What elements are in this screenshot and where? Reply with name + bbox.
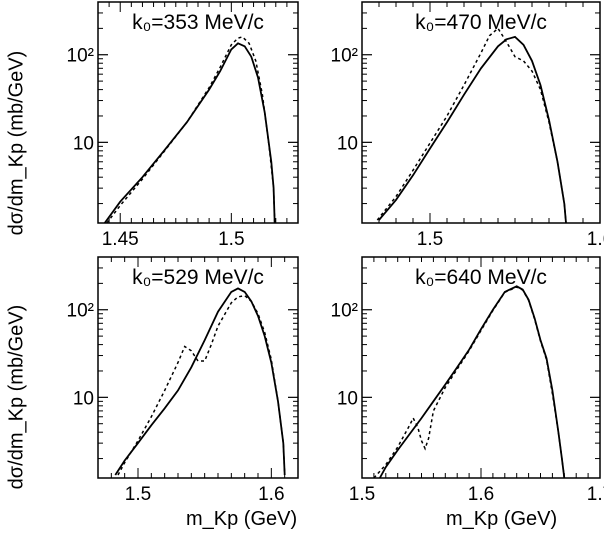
y-tick-label: 10²	[67, 46, 94, 67]
y-axis-label-bottom: dσ/dm_Kp (mb/GeV)	[5, 304, 28, 490]
x-tick-label: 1.45	[102, 229, 139, 250]
x-tick-label: 1.7	[587, 484, 604, 505]
series-line-dashed	[373, 286, 566, 478]
x-tick-label: 1.5	[349, 484, 375, 505]
plot-frame	[361, 256, 601, 479]
plot-frame	[97, 1, 299, 224]
panel-3: 10 10² 1.5 1.6 k₀=529 MeV/c	[67, 256, 299, 505]
x-tick-label: 1.6	[468, 484, 494, 505]
x-tick-label: 1.5	[417, 229, 443, 250]
y-tick-label: 10	[337, 133, 358, 154]
x-axis-label-left: m_Kp (GeV)	[186, 508, 298, 530]
panel-annotation: k₀=470 MeV/c	[415, 11, 547, 34]
series-line-solid	[378, 35, 567, 223]
panel-4: 10 10² 1.5 1.6 1.7 k₀=640 MeV/c	[331, 256, 604, 505]
series-line-solid	[103, 42, 276, 223]
plot-frame	[361, 1, 601, 224]
panel-annotation: k₀=640 MeV/c	[415, 266, 547, 289]
x-tick-label: 1.6	[587, 229, 604, 250]
series-line-dashed	[376, 27, 567, 223]
x-tick-label: 1.5	[125, 484, 151, 505]
y-tick-label: 10	[337, 388, 358, 409]
series-line-dashed	[117, 294, 286, 476]
y-tick-label: 10	[73, 133, 94, 154]
plot-frame	[97, 256, 299, 479]
y-tick-label: 10²	[331, 46, 358, 67]
y-axis-label-top: dσ/dm_Kp (mb/GeV)	[5, 50, 28, 236]
y-tick-label: 10²	[67, 301, 94, 322]
series-line-solid	[379, 285, 566, 478]
series-line-dashed	[106, 36, 276, 223]
y-tick-label: 10	[73, 388, 94, 409]
x-tick-label: 1.6	[258, 484, 284, 505]
panel-annotation: k₀=529 MeV/c	[132, 266, 264, 289]
panel-annotation: k₀=353 MeV/c	[132, 11, 264, 34]
y-tick-label: 10²	[331, 301, 358, 322]
panel-2: 10 10² 1.5 1.6 k₀=470 MeV/c	[331, 1, 604, 250]
panel-1: 10 10² 1.45 1.5 k₀=353 MeV/c	[67, 1, 299, 250]
x-tick-label: 1.5	[218, 229, 244, 250]
x-axis-label-right: m_Kp (GeV)	[446, 508, 558, 530]
